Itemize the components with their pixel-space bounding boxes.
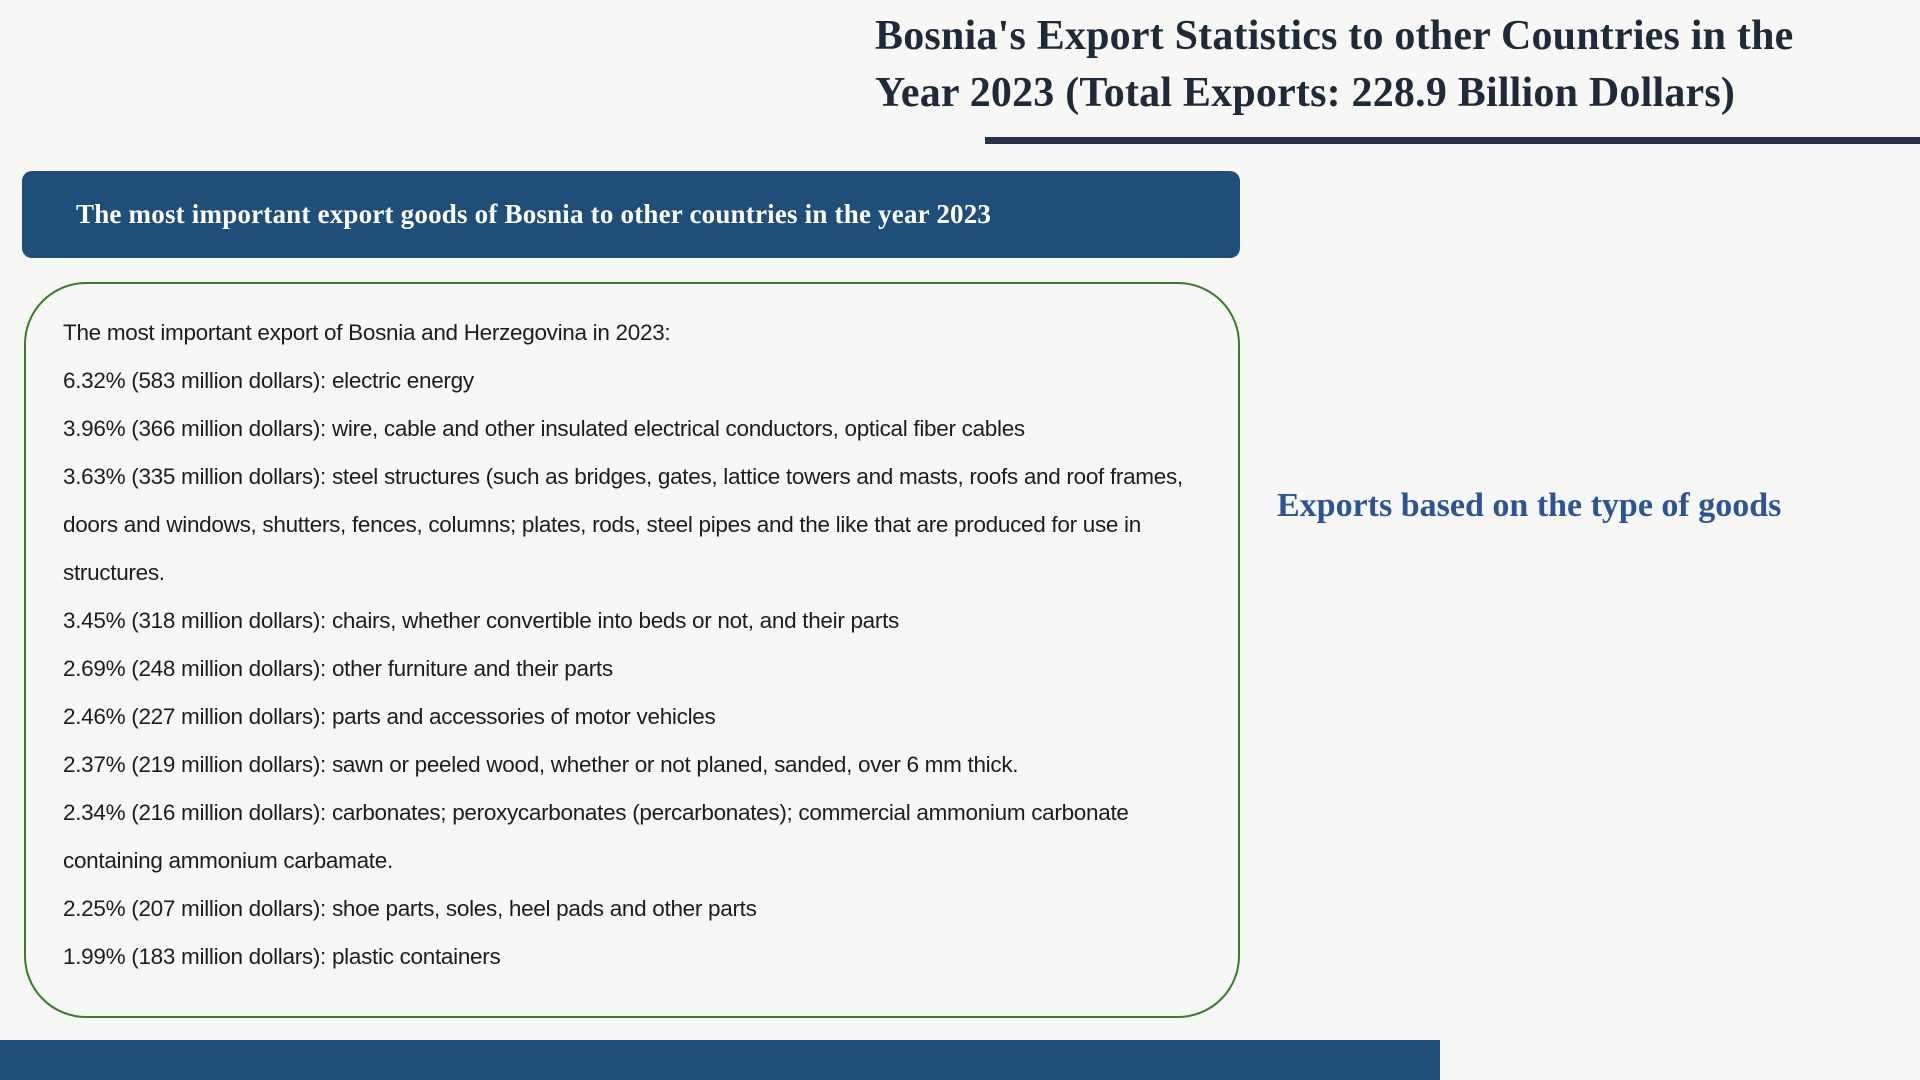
export-list-intro: The most important export of Bosnia and …: [63, 320, 671, 345]
export-item: 2.34% (216 million dollars): carbonates;…: [63, 800, 1129, 873]
export-item-percent: 1.99%: [63, 944, 126, 969]
export-item-description: parts and accessories of motor vehicles: [331, 704, 716, 729]
export-items: 6.32% (583 million dollars): electric en…: [63, 357, 1222, 981]
export-item: 6.32% (583 million dollars): electric en…: [63, 368, 474, 393]
export-item-amount: 583 million dollars: [138, 368, 313, 393]
export-item-percent: 3.63%: [63, 464, 126, 489]
export-item-description: carbonates; peroxycarbonates (percarbona…: [63, 800, 1129, 873]
page-title-line2: Year 2023 (Total Exports: 228.9 Billion …: [875, 70, 1736, 116]
export-item-amount: 216 million dollars: [138, 800, 313, 825]
export-item-percent: 2.25%: [63, 896, 126, 921]
export-item-percent: 2.46%: [63, 704, 126, 729]
page-title-line1: Bosnia's Export Statistics to other Coun…: [875, 13, 1794, 59]
export-item: 3.63% (335 million dollars): steel struc…: [63, 464, 1183, 585]
export-item-amount: 207 million dollars: [138, 896, 313, 921]
export-item: 3.96% (366 million dollars): wire, cable…: [63, 416, 1025, 441]
export-item: 2.37% (219 million dollars): sawn or pee…: [63, 752, 1019, 777]
export-item-percent: 6.32%: [63, 368, 126, 393]
export-item-amount: 183 million dollars: [138, 944, 313, 969]
export-item: 2.46% (227 million dollars): parts and a…: [63, 704, 716, 729]
export-item-description: chairs, whether convertible into beds or…: [331, 608, 899, 633]
export-item-amount: 227 million dollars: [138, 704, 313, 729]
export-item-percent: 3.96%: [63, 416, 126, 441]
export-item-percent: 2.69%: [63, 656, 126, 681]
export-item-amount: 318 million dollars: [138, 608, 313, 633]
export-item-description: wire, cable and other insulated electric…: [331, 416, 1025, 441]
export-item-amount: 335 million dollars: [138, 464, 313, 489]
export-item: 1.99% (183 million dollars): plastic con…: [63, 944, 501, 969]
section-banner: The most important export goods of Bosni…: [22, 171, 1240, 258]
export-item-description: steel structures (such as bridges, gates…: [63, 464, 1183, 585]
export-item: 3.45% (318 million dollars): chairs, whe…: [63, 608, 899, 633]
export-item-description: plastic containers: [331, 944, 501, 969]
export-item-percent: 2.37%: [63, 752, 126, 777]
export-item: 2.69% (248 million dollars): other furni…: [63, 656, 613, 681]
page-title: Bosnia's Export Statistics to other Coun…: [875, 8, 1920, 122]
export-item-percent: 2.34%: [63, 800, 126, 825]
footer-accent-bar: [0, 1040, 1440, 1080]
export-list-box: The most important export of Bosnia and …: [24, 282, 1240, 1018]
side-heading-exports-by-goods-type: Exports based on the type of goods: [1277, 487, 1782, 524]
export-item-percent: 3.45%: [63, 608, 126, 633]
export-item-amount: 248 million dollars: [138, 656, 313, 681]
export-item: 2.25% (207 million dollars): shoe parts,…: [63, 896, 757, 921]
export-item-description: shoe parts, soles, heel pads and other p…: [331, 896, 757, 921]
export-item-amount: 219 million dollars: [138, 752, 313, 777]
export-item-description: other furniture and their parts: [331, 656, 613, 681]
export-item-description: sawn or peeled wood, whether or not plan…: [331, 752, 1019, 777]
section-banner-label: The most important export goods of Bosni…: [76, 199, 992, 229]
title-underline: [985, 137, 1920, 144]
export-item-amount: 366 million dollars: [138, 416, 313, 441]
export-item-description: electric energy: [331, 368, 474, 393]
